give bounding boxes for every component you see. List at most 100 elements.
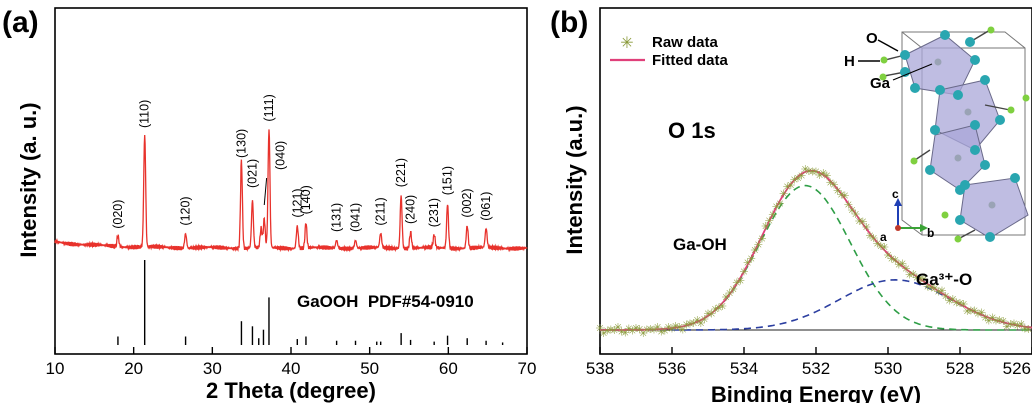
xrd-pattern-line [54, 129, 528, 253]
raw-data-marker: ✳ [988, 313, 997, 325]
raw-data-marker: ✳ [851, 209, 860, 221]
raw-data-marker: ✳ [855, 216, 864, 228]
raw-data-marker: ✳ [783, 181, 792, 193]
raw-data-marker: ✳ [754, 240, 763, 252]
peak-label: (110) [138, 100, 152, 128]
raw-data-marker: ✳ [721, 292, 730, 304]
raw-data-marker: ✳ [736, 276, 745, 288]
panel-b-xlabel: Binding Energy (eV) [711, 382, 921, 403]
axis-label-a: a [880, 230, 887, 244]
raw-data-marker: ✳ [700, 314, 709, 326]
peak-label: (231) [427, 198, 441, 227]
raw-data-marker: ✳ [991, 315, 1000, 327]
component-label-ga-oh: Ga-OH [673, 235, 727, 254]
panel-a-xtick-labels: 10 20 30 40 50 60 70 [46, 359, 537, 378]
raw-data-marker: ✳ [984, 315, 993, 327]
crystal-structure-inset: O H Ga c a b [844, 26, 1030, 244]
raw-data-marker: ✳ [916, 273, 925, 285]
raw-data-marker: ✳ [621, 327, 630, 339]
raw-data-marker: ✳ [739, 267, 748, 279]
arrow-o [877, 39, 899, 52]
panel-b-title: O 1s [668, 118, 716, 143]
peak-label: (120) [179, 196, 193, 225]
gallium-atoms [934, 58, 996, 209]
panel-b: (b) 538 536 534 532 530 528 526 ✳ Raw data Fit… [550, 6, 1032, 403]
raw-data-marker: ✳ [829, 180, 838, 192]
raw-data-marker: ✳ [995, 315, 1004, 327]
legend-raw-label: Raw data [652, 34, 719, 51]
raw-data-marker: ✳ [649, 324, 658, 336]
raw-data-marker: ✳ [743, 257, 752, 269]
raw-data-marker: ✳ [761, 221, 770, 233]
raw-data-marker: ✳ [750, 245, 759, 257]
raw-data-marker: ✳ [646, 324, 655, 336]
raw-data-marker: ✳ [768, 210, 777, 222]
raw-data-marker: ✳ [945, 296, 954, 308]
raw-data-marker: ✳ [772, 202, 781, 214]
raw-data-marker: ✳ [844, 199, 853, 211]
raw-data-marker: ✳ [963, 306, 972, 318]
raw-data-marker: ✳ [714, 302, 723, 314]
peak-label: (111) [262, 94, 276, 121]
peak-label: (211) [374, 197, 388, 225]
raw-data-marker: ✳ [1006, 319, 1015, 331]
raw-data-marker: ✳ [1013, 321, 1022, 333]
octahedra [904, 34, 1029, 239]
raw-data-marker: ✳ [837, 189, 846, 201]
raw-data-marker: ✳ [696, 318, 705, 330]
arrow-ga [892, 63, 933, 81]
raw-data-marker: ✳ [685, 319, 694, 331]
xtick-label: 60 [439, 359, 458, 378]
panel-b-ylabel: Intensity (a.u.) [562, 105, 587, 254]
raw-data-marker: ✳ [610, 325, 619, 337]
raw-data-marker: ✳ [833, 186, 842, 198]
panel-a-reference-label: GaOOH PDF#54-0910 [297, 292, 474, 311]
raw-data-marker: ✳ [671, 321, 680, 333]
peak-label: (021) [246, 159, 260, 188]
raw-data-marker: ✳ [880, 242, 889, 254]
raw-data-marker: ✳ [937, 286, 946, 298]
peak-label: (221) [394, 158, 408, 187]
peak-label: (240) [404, 195, 418, 224]
fitted-curve [600, 169, 1032, 331]
raw-data-marker: ✳ [959, 299, 968, 311]
raw-data-marker: ✳ [862, 222, 871, 234]
raw-data-marker: ✳ [804, 166, 813, 178]
raw-data-marker: ✳ [883, 250, 892, 262]
raw-data-marker: ✳ [657, 326, 666, 338]
raw-data-marker: ✳ [707, 309, 716, 321]
xtick-label: 532 [802, 359, 830, 378]
xtick-label: 20 [124, 359, 143, 378]
legend-fit-label: Fitted data [652, 52, 728, 69]
raw-data-marker: ✳ [631, 323, 640, 335]
raw-data-marker: ✳ [999, 316, 1008, 328]
raw-data-marker: ✳ [847, 205, 856, 217]
peak-label: (121) [290, 188, 304, 217]
xtick-label: 30 [203, 359, 222, 378]
oxygen-atoms [900, 30, 1020, 242]
raw-data-marker: ✳ [775, 198, 784, 210]
raw-data-marker: ✳ [1017, 319, 1026, 331]
inset-label-ga: Ga [870, 75, 891, 92]
raw-data-marker: ✳ [797, 170, 806, 182]
peak-label: (020) [111, 200, 125, 229]
axis-label-b: b [927, 226, 934, 240]
raw-data-marker: ✳ [966, 305, 975, 317]
peak-label: (040) [273, 141, 287, 170]
raw-data-marker: ✳ [948, 294, 957, 306]
raw-data-marker: ✳ [801, 164, 810, 176]
raw-data-marker: ✳ [729, 284, 738, 296]
raw-data-marker: ✳ [919, 274, 928, 286]
raw-data-marker: ✳ [887, 253, 896, 265]
panel-a-peak-labels: (020) (110) (120) (130)(021) (040) (111) (121)… [111, 94, 493, 232]
raw-data-marker: ✳ [1002, 322, 1011, 334]
raw-data-marker: ✳ [973, 309, 982, 321]
peak-label: (061) [479, 192, 493, 221]
axis-triad: c a b [880, 187, 934, 244]
raw-data-marker: ✳ [711, 304, 720, 316]
raw-data-marker: ✳ [747, 254, 756, 266]
raw-data-marker: ✳ [653, 322, 662, 334]
panel-a-pattern [54, 129, 528, 253]
panel-a-xlabel: 2 Theta (degree) [206, 378, 376, 403]
